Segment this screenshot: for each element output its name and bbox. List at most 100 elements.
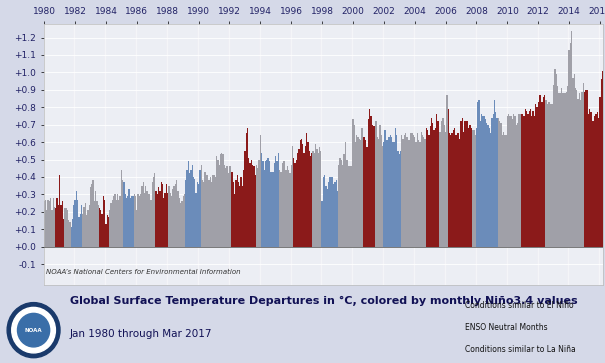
Bar	[598, 118, 600, 246]
Bar	[437, 121, 439, 246]
Bar	[434, 128, 436, 246]
Bar	[172, 189, 174, 246]
Bar	[80, 213, 81, 246]
Bar	[95, 191, 96, 246]
Bar	[123, 182, 125, 246]
Bar	[590, 113, 592, 246]
Bar	[180, 203, 182, 246]
Bar	[499, 121, 500, 246]
Bar	[503, 132, 504, 246]
Bar	[290, 165, 292, 246]
Bar	[60, 205, 62, 246]
Bar	[321, 24, 352, 285]
Text: Global Surface Temperature Departures in °C, colored by monthly Niño3.4 values: Global Surface Temperature Departures in…	[70, 296, 577, 306]
Bar	[217, 159, 218, 246]
Bar	[162, 184, 163, 246]
Bar	[454, 128, 455, 246]
Bar	[390, 135, 391, 246]
Bar	[476, 128, 477, 246]
Bar	[287, 167, 288, 246]
Bar	[368, 119, 369, 246]
Bar	[320, 151, 321, 246]
Bar	[392, 142, 393, 246]
Bar	[377, 137, 378, 246]
Bar	[153, 177, 154, 246]
Bar	[585, 90, 586, 246]
Bar	[216, 156, 217, 246]
Bar	[113, 196, 114, 246]
Bar	[448, 109, 449, 246]
Bar	[502, 135, 503, 246]
Bar	[554, 69, 555, 246]
Bar	[77, 200, 78, 246]
Bar	[316, 149, 318, 246]
Bar	[512, 119, 513, 246]
Bar	[387, 140, 388, 246]
Bar	[94, 201, 95, 246]
Bar	[408, 140, 409, 246]
Bar	[471, 128, 472, 246]
Bar	[112, 200, 113, 246]
Bar	[600, 97, 601, 246]
Bar	[155, 191, 157, 246]
Bar	[535, 104, 536, 246]
Bar	[198, 24, 229, 285]
Bar	[76, 191, 77, 246]
Bar	[543, 97, 544, 246]
Bar	[563, 93, 564, 246]
Bar	[490, 133, 491, 246]
Bar	[544, 95, 545, 246]
Bar	[352, 24, 383, 285]
Bar	[572, 78, 574, 246]
Bar	[342, 165, 343, 246]
Bar	[426, 128, 427, 246]
Bar	[509, 116, 511, 246]
Bar	[119, 196, 121, 246]
Bar	[70, 222, 71, 246]
Bar	[404, 135, 405, 246]
Bar	[74, 200, 76, 246]
Bar	[358, 137, 359, 246]
Bar	[51, 210, 53, 246]
Bar	[152, 182, 153, 246]
Bar	[223, 154, 224, 246]
Bar	[250, 159, 252, 246]
Bar	[486, 123, 488, 246]
Bar	[78, 217, 80, 246]
Bar	[149, 194, 150, 246]
Bar	[469, 125, 471, 246]
Bar	[601, 79, 602, 246]
Bar	[584, 91, 585, 246]
Bar	[83, 207, 85, 246]
Bar	[190, 170, 192, 246]
Bar	[541, 102, 543, 246]
Bar	[367, 147, 368, 246]
Bar	[385, 130, 386, 246]
Bar	[581, 91, 583, 246]
Bar	[413, 135, 414, 246]
Bar	[185, 180, 186, 246]
Bar	[273, 172, 274, 246]
Bar	[109, 210, 111, 246]
Bar	[538, 24, 569, 285]
Bar	[55, 208, 56, 246]
Bar	[57, 205, 59, 246]
Bar	[594, 116, 595, 246]
Bar	[525, 109, 526, 246]
Bar	[567, 86, 569, 246]
Bar	[361, 128, 362, 246]
Bar	[369, 109, 370, 246]
Bar	[455, 135, 457, 246]
Bar	[44, 201, 45, 246]
Bar	[324, 175, 325, 246]
Bar	[336, 180, 337, 246]
Bar	[227, 174, 229, 246]
Bar	[407, 137, 408, 246]
Bar	[53, 198, 54, 246]
Bar	[189, 174, 190, 246]
Bar	[548, 102, 549, 246]
Bar	[146, 191, 148, 246]
Bar	[233, 182, 234, 246]
Bar	[418, 140, 419, 246]
Bar	[106, 215, 108, 246]
